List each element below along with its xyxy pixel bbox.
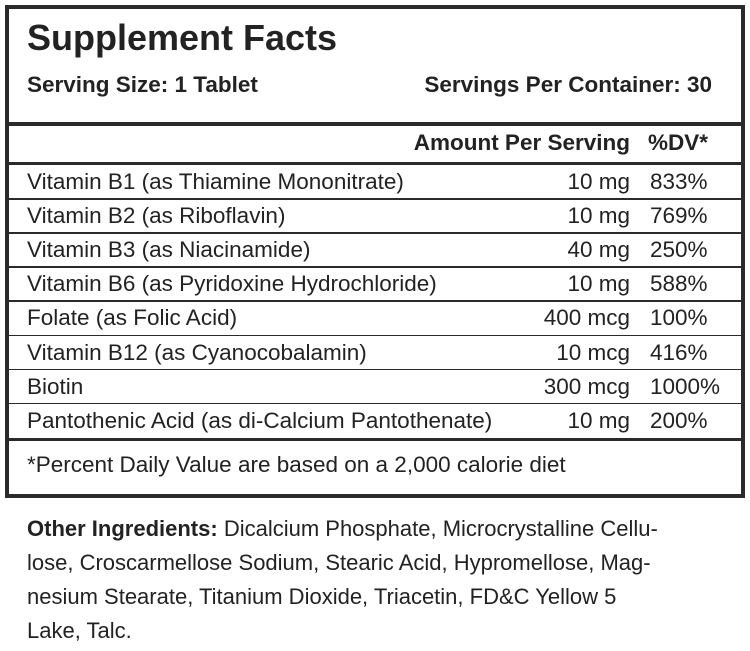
amount: 40 mg <box>567 237 630 263</box>
nutrient-name: Vitamin B1 (as Thiamine Mononitrate) <box>27 169 404 194</box>
ingredient-line: lose, Croscarmellose Sodium, Stearic Aci… <box>27 546 658 580</box>
serving-size: Serving Size: 1 Tablet <box>27 72 258 97</box>
amount: 10 mg <box>567 203 630 229</box>
nutrient-name: Pantothenic Acid (as di-Calcium Pantothe… <box>27 407 493 433</box>
row-divider <box>5 198 745 200</box>
ingredients-text: Lake, Talc. <box>27 618 132 643</box>
row-divider <box>5 266 745 268</box>
nutrient-name: Vitamin B6 (as Pyridoxine Hydrochloride) <box>27 271 437 297</box>
ingredients-label: Other Ingredients: <box>27 516 218 541</box>
daily-value: 250% <box>650 237 708 263</box>
row-divider <box>5 232 745 234</box>
ingredient-line: Lake, Talc. <box>27 614 658 648</box>
divider <box>5 162 745 165</box>
amount: 10 mg <box>567 407 630 433</box>
amount: 400 mcg <box>543 305 630 331</box>
daily-value: 100% <box>650 305 708 331</box>
daily-value: 1000% <box>650 373 721 399</box>
divider <box>5 122 745 126</box>
amount: 10 mg <box>567 271 630 297</box>
nutrient-name: Vitamin B12 (as Cyanocobalamin) <box>27 339 367 365</box>
other-ingredients: Other Ingredients: Dicalcium Phosphate, … <box>27 512 658 648</box>
nutrient-name: Vitamin B2 (as Riboflavin) <box>27 203 286 229</box>
amount: 300 mcg <box>543 373 630 399</box>
ingredient-line: nesium Stearate, Titanium Dioxide, Triac… <box>27 580 658 614</box>
servings-per-container: Servings Per Container: 30 <box>424 72 712 97</box>
daily-value: 416% <box>650 339 708 365</box>
daily-value: 769% <box>650 203 708 229</box>
title: Supplement Facts <box>27 17 338 58</box>
ingredients-text: lose, Croscarmellose Sodium, Stearic Aci… <box>27 550 651 575</box>
nutrient-name: Biotin <box>27 373 84 399</box>
daily-value: 588% <box>650 271 708 297</box>
amount: 10 mg <box>567 169 630 194</box>
row-divider <box>5 300 745 302</box>
nutrient-name: Vitamin B3 (as Niacinamide) <box>27 237 311 263</box>
dv-header: %DV* <box>648 130 709 155</box>
row-divider <box>5 402 745 405</box>
divider <box>5 438 745 441</box>
facts-box <box>5 5 745 498</box>
amount: 10 mcg <box>556 339 630 365</box>
amount-header: Amount Per Serving <box>413 130 630 155</box>
ingredients-text: Dicalcium Phosphate, Microcrystalline Ce… <box>223 516 658 541</box>
footnote: *Percent Daily Value are based on a 2,00… <box>27 452 566 477</box>
ingredient-line: Other Ingredients: Dicalcium Phosphate, … <box>27 512 658 546</box>
nutrient-name: Folate (as Folic Acid) <box>27 305 238 331</box>
row-divider <box>5 334 745 336</box>
daily-value: 200% <box>650 407 708 433</box>
row-divider <box>5 368 745 371</box>
ingredients-text: nesium Stearate, Titanium Dioxide, Triac… <box>27 584 617 609</box>
daily-value: 833% <box>650 169 708 194</box>
